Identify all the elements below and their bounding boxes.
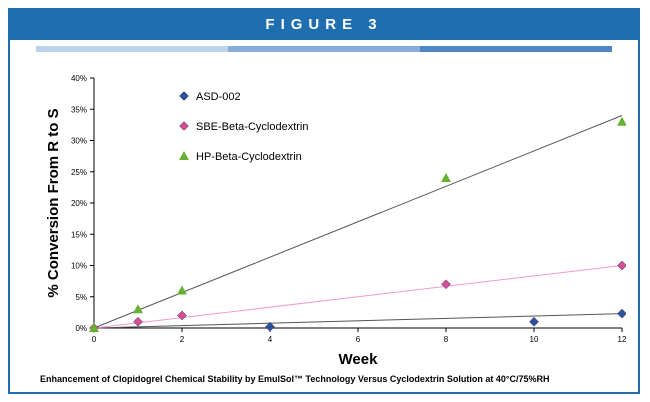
- trendline-2: [93, 115, 623, 329]
- y-tick-label: 30%: [71, 137, 87, 146]
- data-point-0: [265, 321, 275, 332]
- x-tick-label: 2: [180, 335, 185, 344]
- scatter-chart: 0% 5% 10% 15% 20% 25% 30% 35% 40% 0 2 4 6 8 10 12 Week % …: [45, 74, 627, 368]
- legend-label: SBE-Beta-Cyclodextrin: [196, 121, 309, 133]
- figure-frame: FIGURE 3 0% 5% 10% 15% 20% 25% 30% 35% 40% 0 2 4 6 8 1…: [8, 8, 640, 394]
- data-point-1: [441, 279, 451, 290]
- legend-marker-2: [179, 151, 189, 160]
- x-tick-label: 8: [444, 335, 449, 344]
- data-point-2: [441, 173, 451, 182]
- trendline-1: [93, 265, 623, 329]
- y-tick-label: 10%: [71, 262, 87, 271]
- data-point-0: [529, 316, 539, 327]
- x-tick-label: 4: [268, 335, 273, 344]
- legend-label: ASD-002: [196, 91, 241, 103]
- chart-area: 0% 5% 10% 15% 20% 25% 30% 35% 40% 0 2 4 6 8 10 12 Week % …: [36, 70, 627, 376]
- data-point-2: [617, 116, 627, 126]
- x-tick-label: 12: [618, 335, 626, 344]
- x-tick-label: 0: [92, 335, 97, 344]
- y-axis-title: % Conversion From R to S: [45, 108, 62, 297]
- figure-caption: Enhancement of Clopidogrel Chemical Stab…: [40, 374, 550, 384]
- trendline-0: [93, 313, 623, 329]
- y-tick-label: 35%: [71, 105, 87, 114]
- title-stripe-medium: [228, 46, 420, 52]
- data-point-0: [617, 308, 627, 319]
- data-point-1: [133, 316, 143, 327]
- data-point-2: [133, 304, 143, 314]
- figure-title: FIGURE 3: [10, 10, 638, 40]
- data-point-1: [177, 310, 187, 321]
- data-point-2: [89, 323, 99, 332]
- legend-label: HP-Beta-Cyclodextrin: [196, 151, 302, 163]
- data-point-1: [617, 260, 627, 271]
- title-stripe-light: [36, 46, 228, 52]
- legend-marker-1: [179, 121, 189, 131]
- x-tick-label: 10: [530, 335, 539, 344]
- title-stripe-dark: [420, 46, 612, 52]
- x-tick-label: 6: [356, 335, 361, 344]
- legend-marker-0: [179, 91, 189, 101]
- data-point-2: [177, 285, 187, 295]
- y-tick-label: 20%: [71, 199, 87, 208]
- y-tick-label: 40%: [71, 74, 87, 83]
- y-tick-label: 15%: [71, 230, 87, 239]
- x-axis-title: Week: [339, 351, 379, 368]
- y-tick-label: 25%: [71, 168, 87, 177]
- y-tick-label: 5%: [75, 293, 87, 302]
- y-tick-label: 0%: [75, 324, 87, 333]
